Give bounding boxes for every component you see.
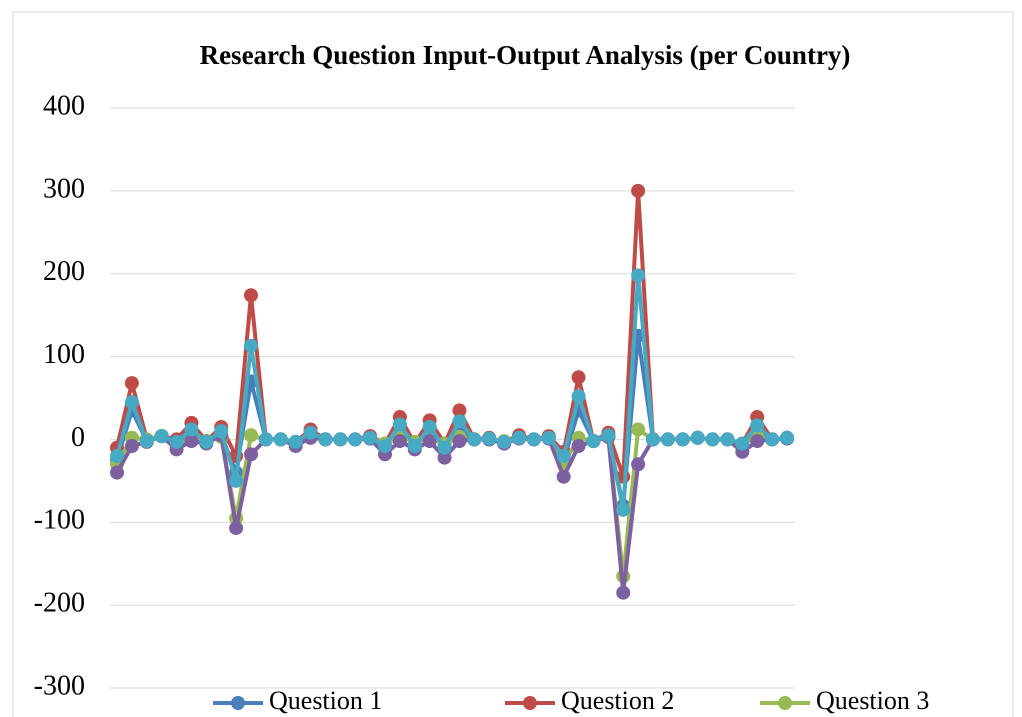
- point: [422, 420, 437, 434]
- point: [184, 434, 199, 449]
- point: [631, 268, 646, 283]
- series-line: [115, 273, 788, 512]
- y-tick-label: -200: [34, 588, 85, 619]
- point: [288, 434, 303, 449]
- point: [244, 447, 258, 462]
- point: [318, 432, 333, 447]
- point: [348, 432, 363, 447]
- point: [333, 432, 348, 447]
- point: [526, 432, 541, 447]
- legend-marker: [523, 696, 537, 710]
- point: [690, 430, 705, 445]
- y-tick-label: 100: [43, 339, 85, 370]
- legend-marker: [231, 696, 245, 710]
- point: [705, 432, 720, 447]
- chart-title: Research Question Input-Output Analysis …: [200, 40, 851, 70]
- point: [244, 288, 258, 303]
- point: [601, 428, 616, 443]
- point: [244, 338, 258, 353]
- point: [735, 436, 750, 451]
- point: [750, 434, 765, 449]
- point: [110, 465, 124, 480]
- point: [660, 432, 675, 447]
- point: [780, 430, 794, 445]
- point: [392, 434, 407, 449]
- point: [556, 449, 571, 463]
- point: [631, 457, 646, 472]
- point: [214, 424, 229, 439]
- point: [258, 432, 273, 447]
- point: [437, 450, 452, 465]
- point: [616, 502, 631, 517]
- point: [437, 440, 452, 455]
- point: [720, 432, 735, 447]
- point: [184, 422, 199, 437]
- point: [571, 389, 586, 404]
- point: [110, 449, 124, 463]
- point: [303, 425, 318, 440]
- legend-label: Question 1: [269, 686, 382, 715]
- point: [363, 430, 378, 445]
- point: [497, 434, 512, 449]
- y-tick-label: 0: [71, 422, 85, 453]
- point: [616, 585, 631, 600]
- point: [541, 430, 556, 445]
- point: [199, 434, 214, 449]
- point: [229, 473, 244, 488]
- point: [467, 432, 482, 447]
- point: [244, 428, 258, 443]
- point: [422, 434, 437, 449]
- point: [229, 521, 244, 536]
- point: [452, 434, 467, 449]
- point: [765, 432, 780, 447]
- point: [124, 395, 139, 410]
- point: [169, 434, 184, 449]
- point: [139, 434, 154, 449]
- point: [273, 432, 288, 447]
- y-tick-label: -300: [34, 670, 85, 701]
- point: [407, 439, 422, 454]
- point: [750, 418, 765, 433]
- point: [556, 469, 571, 484]
- point: [512, 430, 526, 445]
- legend-marker: [778, 696, 792, 710]
- point: [586, 434, 601, 449]
- y-tick-label: 200: [43, 256, 85, 287]
- point: [452, 403, 467, 418]
- legend-label: Question 2: [561, 686, 674, 715]
- point: [154, 429, 169, 444]
- chart-frame: [12, 11, 1014, 717]
- point: [571, 439, 586, 454]
- point: [124, 439, 139, 454]
- point: [452, 414, 467, 429]
- point: [482, 431, 497, 446]
- point: [631, 183, 646, 198]
- point: [378, 439, 392, 454]
- y-tick-label: 400: [43, 90, 85, 121]
- y-tick-label: 300: [43, 173, 85, 204]
- point: [124, 376, 139, 391]
- point: [392, 417, 407, 432]
- legend-label: Question 3: [816, 686, 929, 715]
- point: [646, 432, 660, 447]
- point: [675, 432, 690, 447]
- y-tick-label: -100: [34, 505, 85, 536]
- point: [571, 370, 586, 385]
- point: [631, 422, 646, 437]
